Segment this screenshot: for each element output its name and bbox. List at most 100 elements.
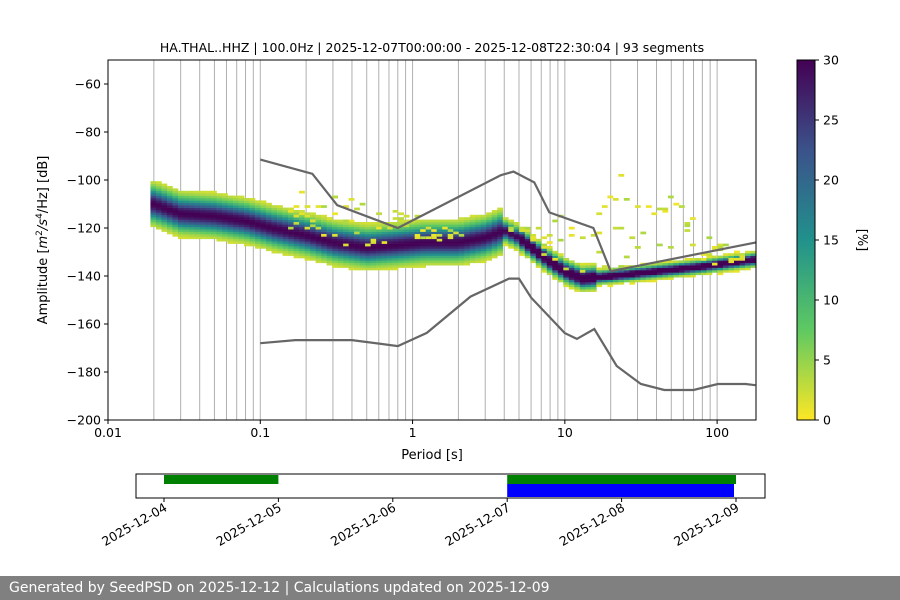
heatmap-cell — [337, 238, 344, 242]
heatmap-cell — [271, 246, 278, 249]
heatmap-cell — [177, 214, 184, 218]
heatmap-cell — [519, 234, 526, 237]
heatmap-cell — [585, 265, 592, 268]
heatmap-cell — [733, 265, 740, 268]
heatmap-cell — [409, 260, 415, 264]
heatmap-cell — [392, 234, 399, 237]
heatmap-cell — [431, 255, 438, 259]
x-tick-label: 0.1 — [250, 425, 270, 440]
heatmap-cell — [442, 241, 449, 244]
heatmap-cell — [502, 229, 509, 232]
heatmap-cell — [497, 234, 504, 237]
heatmap-cell — [271, 217, 278, 220]
heatmap-cell — [199, 207, 206, 211]
heatmap-cell — [436, 231, 443, 235]
availability-date-label: 2025-12-09 — [671, 500, 741, 549]
heatmap-cell — [568, 265, 575, 268]
heatmap-cell — [403, 236, 410, 240]
heatmap-cell — [304, 222, 311, 225]
heatmap-cell — [255, 243, 261, 247]
heatmap-cell — [453, 222, 460, 225]
heatmap-cell — [524, 255, 531, 259]
heatmap-cell — [277, 212, 283, 216]
heatmap-cell — [337, 231, 344, 235]
heatmap-cell — [425, 241, 432, 244]
heatmap-cell — [155, 217, 162, 220]
heatmap-cell — [304, 248, 311, 252]
heatmap-cell — [271, 248, 278, 252]
y-label-exp2: 4 — [35, 213, 45, 219]
heatmap-cell — [381, 253, 388, 256]
heatmap-cell — [409, 248, 415, 252]
heatmap-cell — [238, 202, 245, 206]
y-label-pre: Amplitude [ — [36, 248, 51, 324]
heatmap-cell — [227, 212, 234, 216]
heatmap-cell — [238, 236, 245, 240]
heatmap-cell — [541, 236, 548, 240]
heatmap-cell — [546, 234, 553, 237]
heatmap-cell — [557, 258, 564, 261]
heatmap-cell — [199, 210, 206, 213]
heatmap-cell — [365, 258, 371, 261]
heatmap-cell — [563, 267, 570, 271]
heatmap-cell — [431, 241, 438, 244]
heatmap-cell — [370, 238, 377, 242]
heatmap-cell — [315, 214, 322, 218]
heatmap-cell — [194, 226, 201, 230]
heatmap-cell — [177, 190, 184, 194]
heatmap-cell — [673, 274, 680, 278]
heatmap-cell — [354, 234, 360, 237]
heatmap-cell — [177, 212, 184, 216]
heatmap-cell — [392, 231, 399, 235]
heatmap-cell — [222, 222, 228, 225]
heatmap-cell — [299, 241, 305, 244]
heatmap-cell — [370, 226, 377, 230]
heatmap-cell — [651, 274, 658, 278]
heatmap-cell — [464, 248, 471, 252]
heatmap-cell — [293, 241, 300, 244]
heatmap-cell — [249, 198, 256, 201]
heatmap-cell — [728, 255, 735, 259]
heatmap-cell — [453, 255, 460, 259]
heatmap-cell — [376, 224, 382, 228]
heatmap-cell — [458, 255, 465, 259]
heatmap-cell — [188, 198, 195, 201]
heatmap-cell — [288, 210, 294, 213]
heatmap-cell — [447, 234, 454, 237]
heatmap-cell — [376, 248, 382, 252]
heatmap-cell — [491, 226, 498, 230]
heatmap-cell — [222, 224, 228, 228]
heatmap-cell — [233, 195, 239, 199]
heatmap-cell — [249, 212, 256, 216]
heatmap-cell — [420, 260, 426, 264]
heatmap-cell — [188, 229, 195, 232]
heatmap-cell — [491, 219, 498, 223]
heatmap-cell — [177, 200, 184, 204]
heatmap-cell — [530, 234, 537, 237]
heatmap-cell — [552, 262, 559, 266]
heatmap-cell — [596, 277, 603, 280]
heatmap-cell — [310, 255, 316, 259]
heatmap-cell — [244, 236, 250, 240]
heatmap-cell — [447, 262, 454, 266]
heatmap-cell — [651, 262, 658, 266]
heatmap-cell — [398, 238, 404, 242]
heatmap-cell — [282, 231, 289, 235]
heatmap-cell — [188, 226, 195, 230]
heatmap-cell — [458, 258, 465, 261]
heatmap-cell — [343, 205, 349, 208]
heatmap-cell — [332, 229, 338, 232]
heatmap-cell — [381, 231, 388, 235]
heatmap-cell — [563, 274, 570, 278]
heatmap-cell — [315, 258, 322, 261]
heatmap-cell — [464, 217, 471, 220]
heatmap-cell — [249, 200, 256, 204]
heatmap-cell — [293, 226, 300, 230]
heatmap-cell — [431, 243, 438, 247]
heatmap-cell — [662, 274, 669, 278]
heatmap-cell — [431, 238, 438, 242]
heatmap-cell — [392, 267, 399, 271]
heatmap-cell — [249, 222, 256, 225]
heatmap-cell — [612, 277, 619, 280]
heatmap-cell — [392, 262, 399, 266]
